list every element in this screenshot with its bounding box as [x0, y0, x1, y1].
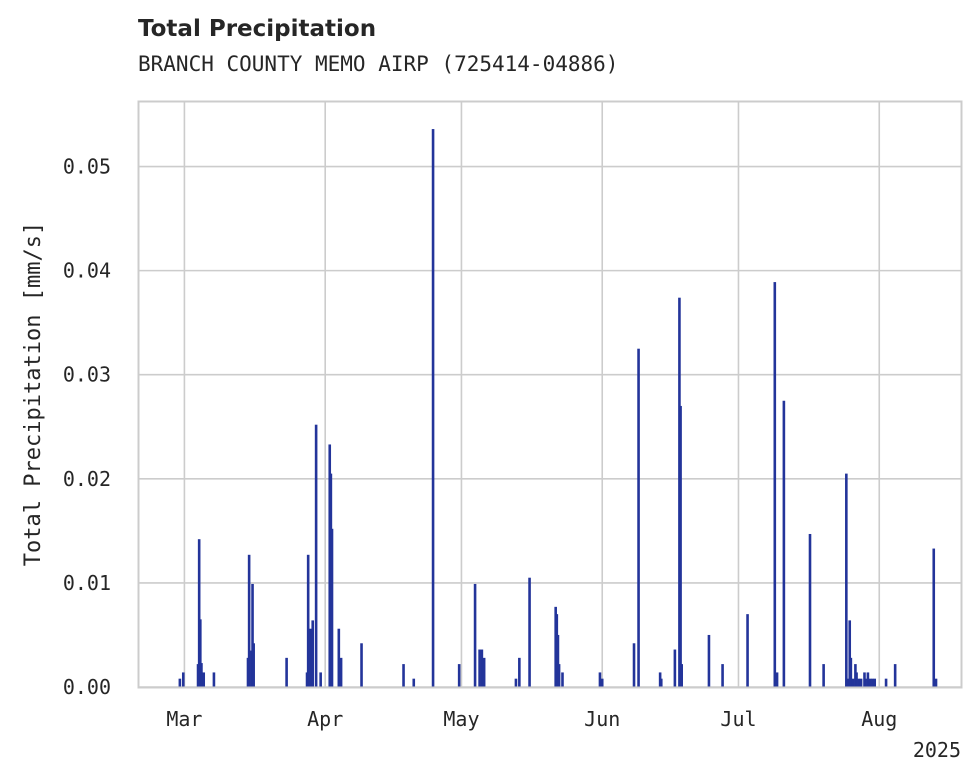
y-axis-label: Total Precipitation [mm/s] [21, 222, 46, 566]
precip-bar [680, 664, 683, 687]
precip-bar [808, 533, 812, 687]
precip-bar [311, 620, 315, 687]
precip-bar [556, 634, 560, 687]
precip-bar [339, 657, 343, 687]
precip-bar [598, 672, 602, 687]
precip-bar [934, 678, 938, 687]
precip-bar [212, 672, 216, 687]
precip-bar [482, 657, 486, 687]
precip-bar [932, 548, 936, 687]
x-tick-label: Jun [584, 707, 620, 731]
precip-bar [600, 678, 604, 687]
precip-bar [871, 678, 874, 687]
x-tick-label: May [443, 707, 479, 731]
precip-bar [561, 672, 564, 687]
precip-bar [360, 643, 363, 687]
precip-bar [773, 282, 777, 687]
y-tick-label: 0.00 [63, 675, 111, 699]
precip-bar [199, 619, 202, 687]
precip-bar [849, 657, 853, 687]
precip-bar [197, 539, 201, 687]
precip-bar [402, 664, 405, 687]
precip-bar [337, 628, 341, 687]
precip-bar [873, 678, 877, 687]
year-label: 2025 [913, 738, 961, 762]
x-tick-label: Mar [166, 707, 202, 731]
precip-bar [857, 678, 861, 687]
x-tick-label: Aug [861, 707, 897, 731]
y-tick-label: 0.03 [63, 363, 111, 387]
precip-bar [473, 583, 477, 687]
precip-bar [200, 663, 203, 687]
chart-title: Total Precipitation [138, 16, 377, 42]
plot-area [138, 101, 962, 688]
precip-bar [746, 614, 749, 687]
precip-bar [330, 528, 334, 687]
precip-bar [893, 664, 897, 687]
precip-bar [848, 620, 852, 687]
precip-bar [306, 554, 310, 687]
precip-bar [457, 664, 461, 687]
precip-bar [514, 678, 518, 687]
precip-bar [412, 678, 416, 687]
precip-bar [518, 657, 521, 687]
precip-bar [846, 678, 849, 687]
precip-bar [782, 400, 786, 687]
precip-bar [202, 672, 206, 687]
precip-bar [314, 424, 318, 687]
precip-bar [866, 672, 870, 687]
precipitation-bars [178, 129, 938, 687]
y-tick-label: 0.01 [63, 571, 111, 595]
x-tick-label: Apr [307, 707, 343, 731]
precip-bar [319, 672, 322, 687]
plot-frame [137, 100, 963, 689]
y-tick-label: 0.05 [63, 155, 111, 179]
precip-bar [309, 628, 312, 687]
precip-bar [864, 678, 867, 687]
precip-bar [822, 664, 825, 687]
precip-bar [884, 678, 888, 687]
precip-bar [557, 664, 561, 687]
precip-bar [247, 554, 251, 687]
precip-bar [285, 657, 288, 687]
precip-bar [775, 672, 779, 687]
precip-bar [868, 678, 872, 687]
precip-bar [480, 649, 484, 687]
precip-bar [845, 473, 848, 687]
precip-bar [528, 577, 531, 687]
precip-bar [431, 129, 435, 687]
precip-bar [851, 678, 855, 687]
grid-lines [139, 102, 961, 688]
precip-bar [478, 649, 481, 687]
precip-bar [659, 678, 663, 687]
precip-bar [252, 643, 255, 687]
precip-bar [679, 405, 682, 687]
x-axis-ticks: Mar Apr May Jun Jul Aug [166, 707, 897, 731]
precip-bar [673, 649, 677, 687]
y-tick-label: 0.02 [63, 467, 111, 491]
y-tick-label: 0.04 [63, 259, 111, 283]
y-axis-ticks: 0.00 0.01 0.02 0.03 0.04 0.05 [63, 155, 111, 699]
chart-subtitle: BRANCH COUNTY MEMO AIRP (725414-04886) [138, 52, 619, 76]
precip-bar [721, 664, 724, 687]
precip-bar [251, 583, 254, 687]
precip-bar [707, 634, 711, 687]
precip-bar [859, 678, 863, 687]
precip-bar [178, 678, 182, 687]
precip-bar [181, 672, 185, 687]
precip-bar [637, 348, 640, 687]
x-tick-label: Jul [720, 707, 756, 731]
precip-bar [855, 672, 858, 687]
precip-bar [632, 643, 636, 687]
